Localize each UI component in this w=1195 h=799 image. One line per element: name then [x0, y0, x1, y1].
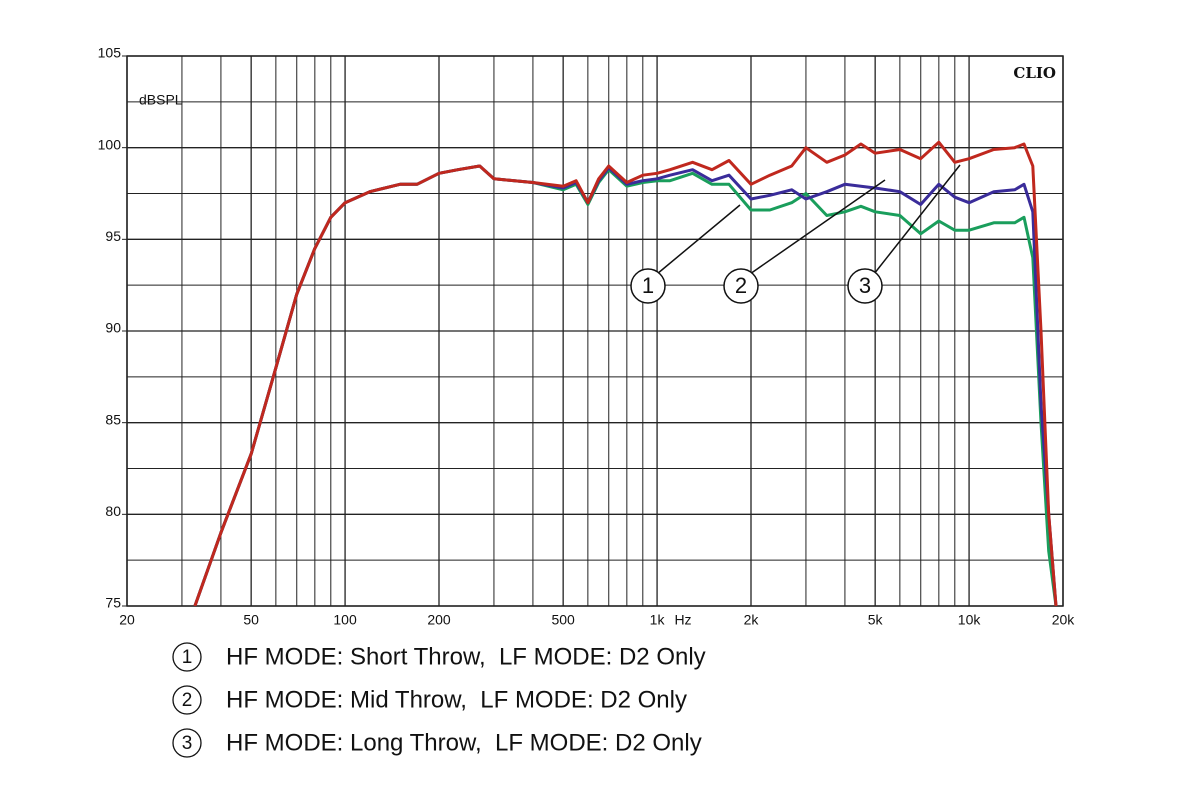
x-tick-label: 1k: [650, 612, 666, 628]
legend-text: HF MODE: Long Throw, LF MODE: D2 Only: [226, 729, 702, 756]
y-tick-label: 100: [98, 136, 122, 152]
x-tick-label: 5k: [868, 612, 884, 628]
y-tick-label: 85: [105, 411, 121, 427]
callout-leader: [873, 164, 961, 275]
x-tick-label: 200: [427, 612, 451, 628]
x-tick-label: 50: [243, 612, 259, 628]
y-axis-label: dBSPL: [139, 92, 183, 108]
callout-label: 2: [735, 273, 747, 298]
legend-text: HF MODE: Short Throw, LF MODE: D2 Only: [226, 643, 706, 670]
x-axis-label: Hz: [674, 612, 691, 628]
y-tick-label: 90: [105, 320, 121, 336]
brand: CLIO: [1013, 64, 1056, 82]
callout-label: 3: [859, 273, 871, 298]
callout-leader: [749, 179, 886, 275]
x-tick-label: 2k: [744, 612, 760, 628]
callout-circle: [723, 268, 759, 304]
y-tick-label: 105: [98, 45, 122, 61]
x-tick-label: 10k: [958, 612, 982, 628]
legend-text: HF MODE: Mid Throw, LF MODE: D2 Only: [226, 686, 687, 713]
callout-leader: [656, 204, 741, 275]
y-tick-label: 75: [105, 595, 121, 611]
legend-circle: [172, 642, 202, 672]
x-tick-label: 20k: [1052, 612, 1076, 628]
legend-number: 3: [182, 733, 193, 754]
y-tick-label: 80: [105, 503, 121, 519]
y-tick-label: 95: [105, 228, 121, 244]
x-tick-label: 100: [333, 612, 357, 628]
series-line: [193, 140, 1058, 606]
legend-number: 2: [182, 690, 193, 711]
plot-frame: [126, 55, 1064, 607]
legend-circle: [172, 728, 202, 758]
x-tick-label: 20: [119, 612, 135, 628]
legend-number: 1: [182, 647, 193, 668]
callout-circle: [847, 268, 883, 304]
legend-circle: [172, 685, 202, 715]
x-tick-label: 500: [551, 612, 575, 628]
callout-circle: [630, 268, 666, 304]
callout-label: 1: [642, 273, 654, 298]
